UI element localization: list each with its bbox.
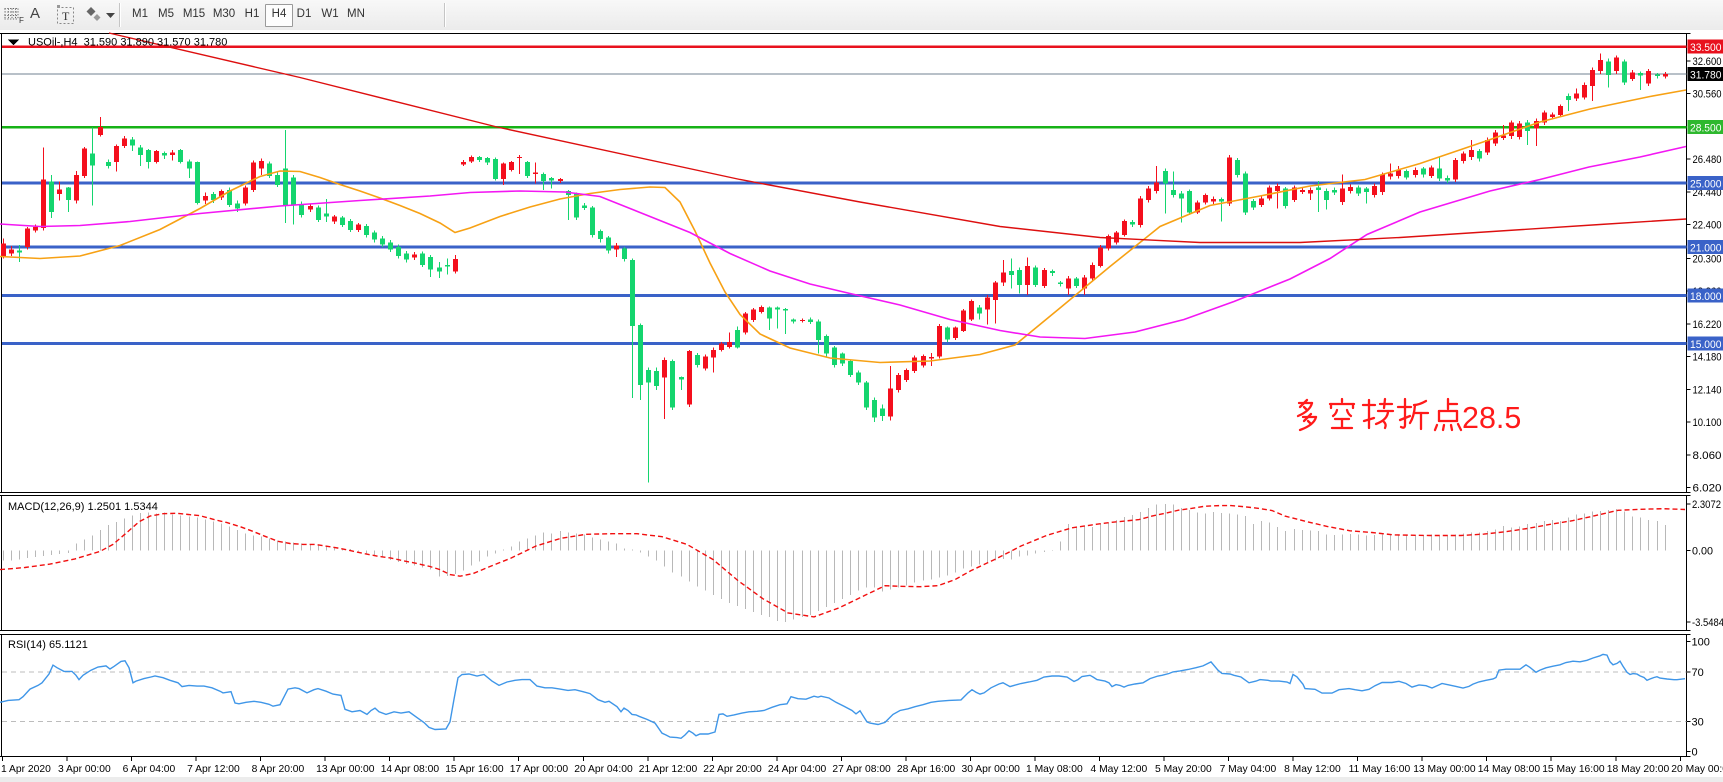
svg-text:MACD(12,26,9) 1.2501 1.5344: MACD(12,26,9) 1.2501 1.5344 <box>8 501 158 513</box>
svg-text:1 Apr 2020: 1 Apr 2020 <box>1 764 51 775</box>
svg-text:21 Apr 12:00: 21 Apr 12:00 <box>639 764 698 775</box>
svg-text:33.500: 33.500 <box>1690 42 1722 54</box>
svg-text:22.400: 22.400 <box>1693 220 1722 232</box>
svg-text:10.100: 10.100 <box>1693 417 1722 429</box>
svg-text:17 Apr 00:00: 17 Apr 00:00 <box>510 764 569 775</box>
svg-text:15 Apr 16:00: 15 Apr 16:00 <box>445 764 504 775</box>
svg-text:8.060: 8.060 <box>1693 450 1722 462</box>
svg-text:31.780: 31.780 <box>1690 70 1722 82</box>
svg-text:1 May 08:00: 1 May 08:00 <box>1026 764 1083 775</box>
svg-text:0: 0 <box>1692 747 1698 759</box>
svg-text:7 May 04:00: 7 May 04:00 <box>1220 764 1277 775</box>
svg-text:100: 100 <box>1692 637 1710 649</box>
svg-text:USOil-,H4 31.590 31.890 31.57: USOil-,H4 31.590 31.890 31.570 31.780 <box>28 37 227 49</box>
svg-text:24 Apr 04:00: 24 Apr 04:00 <box>768 764 827 775</box>
svg-text:32.600: 32.600 <box>1693 56 1722 68</box>
svg-text:28.5: 28.5 <box>1462 401 1521 435</box>
svg-text:13 May 00:00: 13 May 00:00 <box>1413 764 1476 775</box>
svg-text:8 Apr 20:00: 8 Apr 20:00 <box>252 764 305 775</box>
svg-text:7 Apr 12:00: 7 Apr 12:00 <box>187 764 240 775</box>
svg-text:8 May 12:00: 8 May 12:00 <box>1284 764 1341 775</box>
svg-text:28.500: 28.500 <box>1690 123 1722 135</box>
svg-text:30: 30 <box>1692 716 1704 728</box>
svg-text:30.560: 30.560 <box>1693 89 1722 101</box>
svg-text:4 May 12:00: 4 May 12:00 <box>1091 764 1148 775</box>
svg-text:0.00: 0.00 <box>1692 545 1713 557</box>
svg-text:F: F <box>19 16 24 25</box>
svg-text:6.020: 6.020 <box>1693 483 1722 495</box>
svg-text:22 Apr 20:00: 22 Apr 20:00 <box>703 764 762 775</box>
svg-text:21.000: 21.000 <box>1690 243 1722 255</box>
svg-text:14.180: 14.180 <box>1693 352 1722 364</box>
svg-text:18.000: 18.000 <box>1690 291 1722 303</box>
svg-text:26.480: 26.480 <box>1693 154 1722 166</box>
svg-text:13 Apr 00:00: 13 Apr 00:00 <box>316 764 375 775</box>
svg-text:6 Apr 04:00: 6 Apr 04:00 <box>123 764 176 775</box>
svg-text:11 May 16:00: 11 May 16:00 <box>1349 764 1411 775</box>
svg-text:14 May 08:00: 14 May 08:00 <box>1478 764 1541 775</box>
svg-text:20 Apr 04:00: 20 Apr 04:00 <box>574 764 633 775</box>
svg-text:25.000: 25.000 <box>1690 179 1722 191</box>
svg-text:RSI(14) 65.1121: RSI(14) 65.1121 <box>8 639 88 651</box>
svg-text:15.000: 15.000 <box>1690 339 1722 351</box>
svg-text:28 Apr 16:00: 28 Apr 16:00 <box>897 764 956 775</box>
svg-text:2.3072: 2.3072 <box>1692 499 1721 511</box>
svg-text:16.220: 16.220 <box>1693 319 1722 331</box>
svg-text:5 May 20:00: 5 May 20:00 <box>1155 764 1212 775</box>
svg-text:3 Apr 00:00: 3 Apr 00:00 <box>58 764 111 775</box>
svg-text:T: T <box>62 9 70 23</box>
svg-text:-3.5484: -3.5484 <box>1692 617 1723 629</box>
svg-text:12.140: 12.140 <box>1693 385 1722 397</box>
svg-text:15 May 16:00: 15 May 16:00 <box>1542 764 1605 775</box>
svg-text:20.300: 20.300 <box>1693 254 1722 266</box>
svg-text:20 May 00:00: 20 May 00:00 <box>1671 764 1723 775</box>
svg-text:70: 70 <box>1692 667 1704 679</box>
svg-text:18 May 20:00: 18 May 20:00 <box>1607 764 1670 775</box>
svg-text:30 Apr 00:00: 30 Apr 00:00 <box>962 764 1021 775</box>
svg-text:27 Apr 08:00: 27 Apr 08:00 <box>832 764 891 775</box>
svg-text:14 Apr 08:00: 14 Apr 08:00 <box>381 764 440 775</box>
